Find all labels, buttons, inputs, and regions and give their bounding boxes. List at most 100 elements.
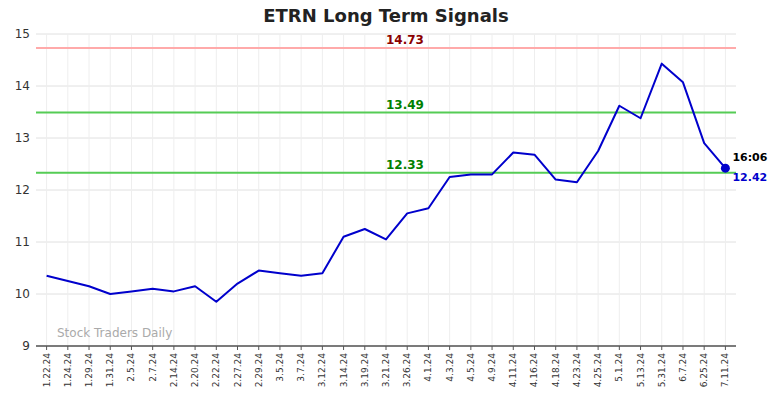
reference-line bbox=[36, 172, 736, 174]
x-tick bbox=[449, 346, 450, 350]
x-tick-label: 4.1.24 bbox=[423, 353, 433, 382]
x-tick-label: 4.25.24 bbox=[593, 353, 603, 388]
x-tick-label: 2.20.24 bbox=[190, 353, 200, 388]
grid-line bbox=[661, 34, 662, 346]
x-tick-label: 3.21.24 bbox=[381, 353, 391, 388]
grid-line bbox=[619, 34, 620, 346]
x-tick-label: 5.1.24 bbox=[614, 353, 624, 382]
grid-line bbox=[640, 34, 641, 346]
grid-line bbox=[449, 34, 450, 346]
x-tick-label: 6.7.24 bbox=[678, 353, 688, 382]
x-tick bbox=[279, 346, 280, 350]
grid-line bbox=[46, 34, 47, 346]
grid-line bbox=[555, 34, 556, 346]
grid-line bbox=[322, 34, 323, 346]
y-tick-label: 10 bbox=[15, 287, 30, 301]
x-tick bbox=[619, 346, 620, 350]
x-tick-label: 2.22.24 bbox=[211, 353, 221, 388]
plot-area bbox=[36, 48, 736, 302]
reference-line bbox=[36, 47, 736, 49]
grid-line bbox=[470, 34, 471, 346]
x-tick bbox=[428, 346, 429, 350]
x-tick-label: 2.14.24 bbox=[169, 353, 179, 388]
grid-line bbox=[195, 34, 196, 346]
grid-line bbox=[428, 34, 429, 346]
x-tick bbox=[492, 346, 493, 350]
x-tick bbox=[110, 346, 111, 350]
x-tick-label: 1.24.24 bbox=[63, 353, 73, 388]
price-line bbox=[47, 64, 726, 302]
reference-label: 13.49 bbox=[386, 98, 424, 112]
x-tick bbox=[173, 346, 174, 350]
y-tick-label: 11 bbox=[15, 235, 30, 249]
grid-line bbox=[131, 34, 132, 346]
grid-line bbox=[725, 34, 726, 346]
x-tick bbox=[725, 346, 726, 350]
x-tick bbox=[598, 346, 599, 350]
x-tick bbox=[46, 346, 47, 350]
grid-line bbox=[598, 34, 599, 346]
y-tick-label: 13 bbox=[15, 131, 30, 145]
x-tick-label: 5.31.24 bbox=[657, 353, 667, 388]
grid-line bbox=[576, 34, 577, 346]
last-point bbox=[721, 164, 730, 173]
y-tick-label: 12 bbox=[15, 183, 30, 197]
grid-line bbox=[89, 34, 90, 346]
grid-line bbox=[301, 34, 302, 346]
x-tick bbox=[67, 346, 68, 350]
x-tick bbox=[640, 346, 641, 350]
x-tick bbox=[89, 346, 90, 350]
grid-line bbox=[258, 34, 259, 346]
x-tick bbox=[513, 346, 514, 350]
grid-line bbox=[279, 34, 280, 346]
x-tick-label: 4.11.24 bbox=[508, 353, 518, 388]
x-tick bbox=[534, 346, 535, 350]
annotation: 16:06 bbox=[732, 151, 767, 164]
grid-line bbox=[386, 34, 387, 346]
x-tick bbox=[216, 346, 217, 350]
x-tick-label: 3.7.24 bbox=[296, 353, 306, 382]
grid-line bbox=[173, 34, 174, 346]
x-tick-label: 7.11.24 bbox=[720, 353, 730, 388]
x-tick-label: 4.9.24 bbox=[487, 353, 497, 382]
x-tick-label: 4.23.24 bbox=[572, 353, 582, 388]
reference-label: 12.33 bbox=[386, 158, 424, 172]
x-tick-label: 4.5.24 bbox=[466, 353, 476, 382]
grid-line bbox=[343, 34, 344, 346]
grid-line bbox=[492, 34, 493, 346]
x-tick bbox=[131, 346, 132, 350]
x-tick-label: 1.31.24 bbox=[105, 353, 115, 388]
grid-line bbox=[534, 34, 535, 346]
x-tick bbox=[195, 346, 196, 350]
x-tick bbox=[470, 346, 471, 350]
x-tick-label: 3.5.24 bbox=[275, 353, 285, 382]
x-tick-label: 2.5.24 bbox=[126, 353, 136, 382]
x-tick bbox=[661, 346, 662, 350]
x-tick-label: 3.12.24 bbox=[317, 353, 327, 388]
x-tick-label: 2.27.24 bbox=[233, 353, 243, 388]
x-tick-label: 5.13.24 bbox=[636, 353, 646, 388]
y-tick-label: 14 bbox=[15, 79, 30, 93]
x-tick-label: 1.29.24 bbox=[84, 353, 94, 388]
grid-line bbox=[152, 34, 153, 346]
grid-line bbox=[110, 34, 111, 346]
x-tick-label: 6.25.24 bbox=[699, 353, 709, 388]
annotation: 12.42 bbox=[732, 171, 767, 184]
x-tick bbox=[322, 346, 323, 350]
x-tick bbox=[258, 346, 259, 350]
reference-label: 14.73 bbox=[386, 33, 424, 47]
grid-line bbox=[237, 34, 238, 346]
x-tick bbox=[704, 346, 705, 350]
x-tick-label: 1.22.24 bbox=[42, 353, 52, 388]
x-tick-label: 4.16.24 bbox=[529, 353, 539, 388]
x-tick-label: 4.3.24 bbox=[445, 353, 455, 382]
x-tick bbox=[237, 346, 238, 350]
watermark: Stock Traders Daily bbox=[57, 326, 172, 340]
x-tick-label: 3.26.24 bbox=[402, 353, 412, 388]
x-tick bbox=[152, 346, 153, 350]
x-tick-label: 2.29.24 bbox=[254, 353, 264, 388]
x-tick bbox=[301, 346, 302, 350]
y-tick-label: 9 bbox=[22, 339, 30, 353]
x-tick bbox=[343, 346, 344, 350]
y-tick-label: 15 bbox=[15, 27, 30, 41]
